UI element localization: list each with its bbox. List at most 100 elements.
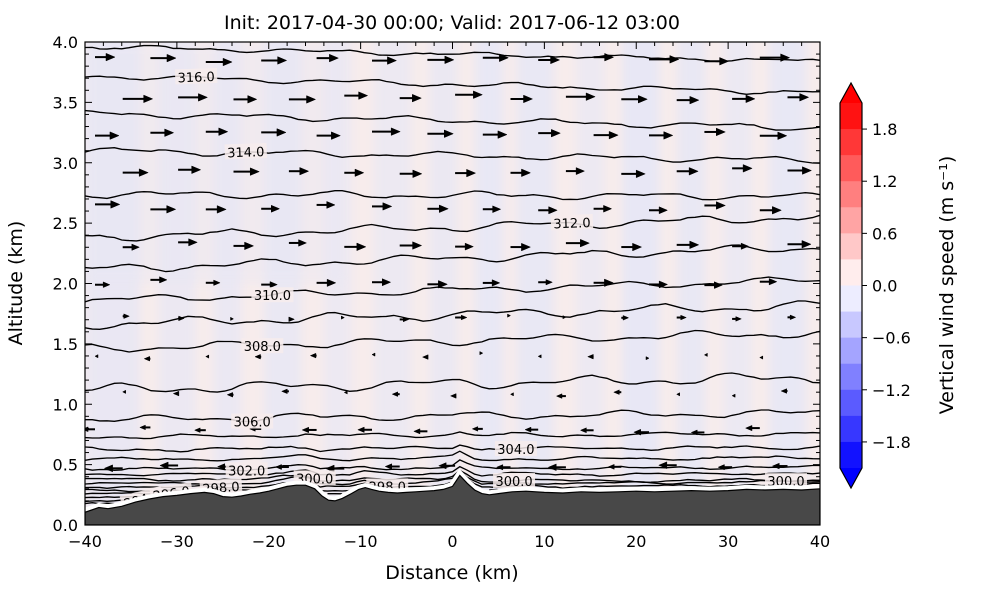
wind-arrow (194, 427, 201, 433)
wind-arrow (222, 57, 233, 67)
wind-arrow (216, 205, 227, 214)
wind-arrow (143, 94, 154, 104)
wind-arrow (413, 428, 421, 435)
colorbar-tick-label: −1.8 (872, 433, 911, 452)
contour-label-mask (174, 67, 218, 85)
wind-arrow (103, 464, 113, 473)
plot-title: Init: 2017-04-30 00:00; Valid: 2017-06-1… (224, 12, 680, 34)
colorbar-band (840, 363, 862, 391)
colorbar-band (840, 207, 862, 234)
wind-arrow (384, 463, 393, 470)
wind-arrow (745, 94, 756, 104)
wind-arrow (269, 281, 278, 289)
contour-line (85, 44, 820, 63)
contour-label: 304.0 (494, 441, 537, 458)
wind-arrow (492, 205, 502, 213)
wind-arrow (159, 461, 169, 470)
contour-label: 308.0 (241, 338, 284, 355)
colorbar-band (840, 181, 862, 208)
wind-arrow (309, 352, 317, 359)
wind-arrow (438, 280, 448, 289)
wind-arrow (123, 313, 130, 319)
contour-line (85, 465, 820, 477)
wind-arrow (772, 206, 782, 215)
wind-arrow (444, 129, 454, 138)
x-tick-label: 10 (534, 532, 554, 551)
wind-arrow (689, 95, 700, 105)
wind-arrow (230, 316, 235, 321)
wind-arrow (613, 389, 620, 395)
wind-arrow (461, 314, 468, 321)
colorbar-band (840, 311, 862, 339)
wind-arrow (658, 461, 668, 470)
contour-label: 312.0 (550, 213, 594, 232)
contour-line (85, 469, 820, 483)
wind-arrow (421, 354, 429, 360)
wind-arrow (801, 240, 812, 249)
wind-arrow (635, 169, 646, 179)
contour-line (85, 409, 820, 423)
field-streak (374, 42, 412, 525)
contour-line (85, 450, 820, 462)
contour-line (85, 444, 820, 453)
wind-arrow (102, 281, 111, 288)
colorbar-tick-label: 0.0 (872, 277, 897, 296)
wind-arrow (507, 313, 512, 318)
contour-label-text: 302.0 (228, 464, 265, 479)
wind-arrow (438, 204, 449, 213)
contour-label: 316.0 (174, 67, 218, 86)
wind-arrow (357, 426, 365, 433)
colorbar-band (840, 233, 862, 260)
wind-arrow (789, 314, 797, 321)
wind-arrow (771, 462, 780, 470)
colorbar-label: Vertical wind speed (m s⁻¹) (936, 156, 958, 414)
wind-arrow (299, 167, 310, 176)
wind-arrow (658, 206, 669, 215)
colorbar-outline (839, 81, 863, 490)
wind-arrow (301, 426, 309, 434)
wind-arrow (356, 242, 367, 251)
wind-arrow (676, 392, 680, 397)
contour-line (85, 431, 820, 440)
wind-arrow (731, 393, 736, 398)
wind-arrow (326, 278, 337, 287)
colorbar-band (840, 155, 862, 182)
wind-arrow (329, 53, 340, 63)
contour-label: 314.0 (224, 142, 268, 161)
wind-arrow (94, 354, 99, 359)
wind-arrow (122, 389, 126, 394)
contour-line (85, 372, 820, 393)
contour-label-mask (765, 473, 808, 489)
x-tick-label: −40 (68, 532, 102, 551)
wind-arrow (521, 242, 532, 252)
wind-arrow (325, 464, 335, 473)
wind-arrow (524, 426, 532, 433)
wind-arrow (622, 315, 630, 321)
wind-arrow (306, 95, 317, 104)
colorbar-band (840, 389, 862, 417)
contour-line (85, 214, 820, 242)
contour-line (85, 276, 820, 303)
wind-arrow (412, 241, 423, 250)
wind-arrow (326, 201, 336, 209)
wind-arrow (191, 165, 202, 174)
wind-arrow (464, 242, 474, 251)
wind-arrow (550, 55, 561, 65)
wind-arrow (166, 205, 177, 214)
wind-arrow (495, 464, 504, 471)
wind-arrow (587, 353, 594, 360)
wind-arrow (109, 131, 120, 140)
contour-line (85, 147, 820, 164)
wind-arrow (218, 127, 229, 136)
colorbar-band (840, 259, 862, 286)
x-tick-label: −30 (160, 532, 194, 551)
wind-arrow (188, 238, 198, 247)
wind-arrow (688, 167, 699, 176)
wind-arrow (580, 238, 590, 248)
wind-arrow (138, 168, 149, 177)
plot-border (84, 41, 821, 526)
wind-arrow (562, 315, 567, 320)
wind-arrow (341, 315, 345, 320)
wind-arrow (716, 127, 726, 137)
